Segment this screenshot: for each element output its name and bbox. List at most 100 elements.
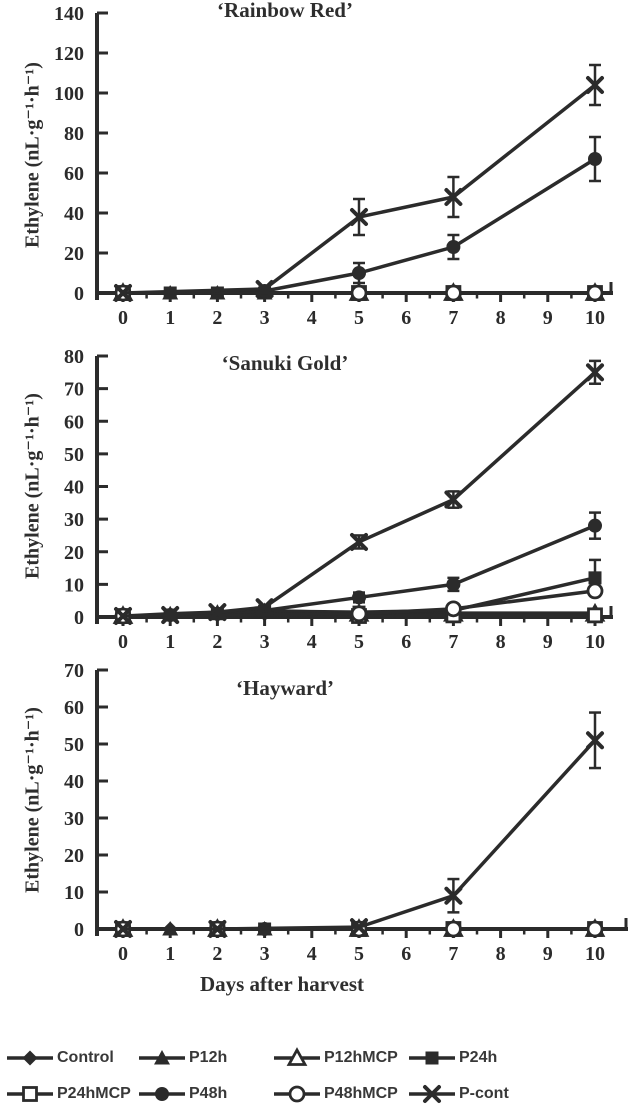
y-tick-label: 10	[64, 574, 84, 596]
x-tick-label: 5	[354, 943, 364, 965]
series-p48hmcp	[114, 284, 604, 302]
marker-x-cross	[586, 731, 604, 750]
x-tick-label: 1	[165, 631, 175, 653]
y-tick-label: 40	[64, 771, 84, 793]
x-tick-label: 7	[448, 307, 458, 329]
marker-x-cross	[114, 920, 132, 938]
marker-x-cross	[350, 208, 368, 226]
triangle-filled-marker-icon	[139, 1050, 185, 1065]
marker-circle-open	[586, 582, 604, 600]
circle-filled-marker-icon	[139, 1087, 185, 1101]
marker-diamond-filled	[22, 1050, 38, 1066]
legend-label: P48h	[189, 1085, 228, 1102]
marker-triangle-open	[286, 1047, 308, 1066]
legend-label: Control	[57, 1049, 114, 1066]
marker-circle-open	[586, 920, 604, 938]
legend-label: P48hMCP	[324, 1085, 398, 1102]
legend-label: P-cont	[459, 1085, 509, 1102]
y-tick-label: 80	[64, 346, 84, 368]
y-tick-label: 20	[64, 542, 84, 564]
x-tick-label: 2	[212, 307, 222, 329]
marker-circle-filled	[352, 590, 366, 605]
y-tick-label: 80	[64, 123, 84, 145]
triangle-open-marker-icon	[274, 1047, 320, 1066]
diamond-filled-marker-icon	[7, 1050, 53, 1066]
marker-circle-filled	[588, 152, 602, 166]
x-tick-label: 3	[260, 631, 270, 653]
x-tick-label: 5	[354, 631, 364, 653]
marker-circle-filled	[588, 518, 602, 533]
marker-x-cross	[208, 920, 227, 938]
x-tick-label: 0	[118, 943, 128, 965]
marker-circle-open	[350, 605, 368, 623]
marker-x-cross	[114, 284, 132, 302]
marker-circle-filled	[446, 577, 461, 592]
chart2-title: ‘Sanuki Gold’	[221, 351, 349, 375]
marker-circle-open	[444, 284, 462, 302]
y-tick-label: 100	[54, 83, 84, 105]
legend-label: P12hMCP	[324, 1049, 398, 1066]
marker-circle-open	[444, 600, 462, 618]
x-tick-label: 9	[543, 631, 553, 653]
circle-open-marker-icon	[274, 1085, 320, 1103]
x-tick-label: 0	[118, 307, 128, 329]
y-tick-label: 30	[64, 509, 84, 531]
x-tick-label: 7	[448, 631, 458, 653]
marker-circle-open	[288, 1085, 306, 1103]
marker-circle-filled	[155, 1087, 169, 1101]
x-tick-label: 1	[165, 307, 175, 329]
x-tick-label: 6	[401, 307, 411, 329]
x-tick-label: 8	[496, 943, 506, 965]
y-tick-label: 60	[64, 411, 84, 433]
legend-item-control: Control	[5, 1046, 137, 1070]
square-filled-marker-icon	[409, 1051, 455, 1065]
y-tick-label: 20	[64, 845, 84, 867]
y-tick-label: 50	[64, 444, 84, 466]
legend-item-p48h: P48h	[137, 1082, 272, 1106]
x-cross-marker-icon	[409, 1085, 455, 1103]
series-p-cont	[114, 359, 604, 626]
marker-x-cross	[423, 1085, 441, 1103]
marker-circle-filled	[352, 266, 366, 280]
chart3-title: ‘Hayward’	[236, 676, 334, 700]
x-tick-label: 2	[212, 631, 222, 653]
marker-triangle-filled	[154, 1050, 170, 1065]
marker-x-cross	[255, 280, 274, 298]
legend-item-p12hmcp: P12hMCP	[272, 1046, 407, 1070]
marker-x-cross	[350, 532, 368, 551]
marker-x-cross	[350, 918, 368, 937]
x-tick-label: 9	[543, 307, 553, 329]
y-tick-label: 30	[64, 808, 84, 830]
marker-square-open	[22, 1086, 38, 1102]
legend-label: P24hMCP	[57, 1085, 131, 1102]
x-tick-label: 6	[401, 631, 411, 653]
marker-x-cross	[255, 598, 274, 617]
marker-x-cross	[586, 76, 604, 94]
marker-x-cross	[586, 363, 604, 382]
marker-square-open	[587, 607, 603, 624]
marker-square-filled	[425, 1051, 439, 1065]
figure-legend: Control P12h P12hMCP P24h P24hMCP P48h P…	[5, 1046, 625, 1106]
y-tick-label: 0	[74, 283, 84, 305]
y-tick-label: 70	[64, 660, 84, 682]
legend-label: P12h	[189, 1049, 228, 1066]
square-open-marker-icon	[7, 1086, 53, 1102]
marker-x-cross	[161, 606, 180, 625]
y-tick-label: 120	[54, 43, 84, 65]
marker-x-cross	[444, 188, 463, 206]
legend-item-p12h: P12h	[137, 1046, 272, 1070]
x-tick-label: 1	[165, 943, 175, 965]
x-tick-label: 7	[448, 943, 458, 965]
chart-1-plot: 0 20 40 60 80 100 120 140 0 1 2 3 4 5 6 7 8 9 10	[54, 3, 613, 329]
y-tick-label: 50	[64, 734, 84, 756]
x-tick-label: 8	[496, 307, 506, 329]
marker-circle-filled	[446, 240, 461, 254]
x-tick-label: 10	[585, 943, 605, 965]
marker-x-cross	[444, 886, 463, 905]
x-tick-label: 0	[118, 631, 128, 653]
x-tick-label: 3	[260, 943, 270, 965]
chart-2-plot: 0 10 20 30 40 50 60 70 80 0 1 2 3 4 5 6 7 8 9 10	[64, 346, 613, 653]
y-tick-label: 0	[74, 919, 84, 941]
